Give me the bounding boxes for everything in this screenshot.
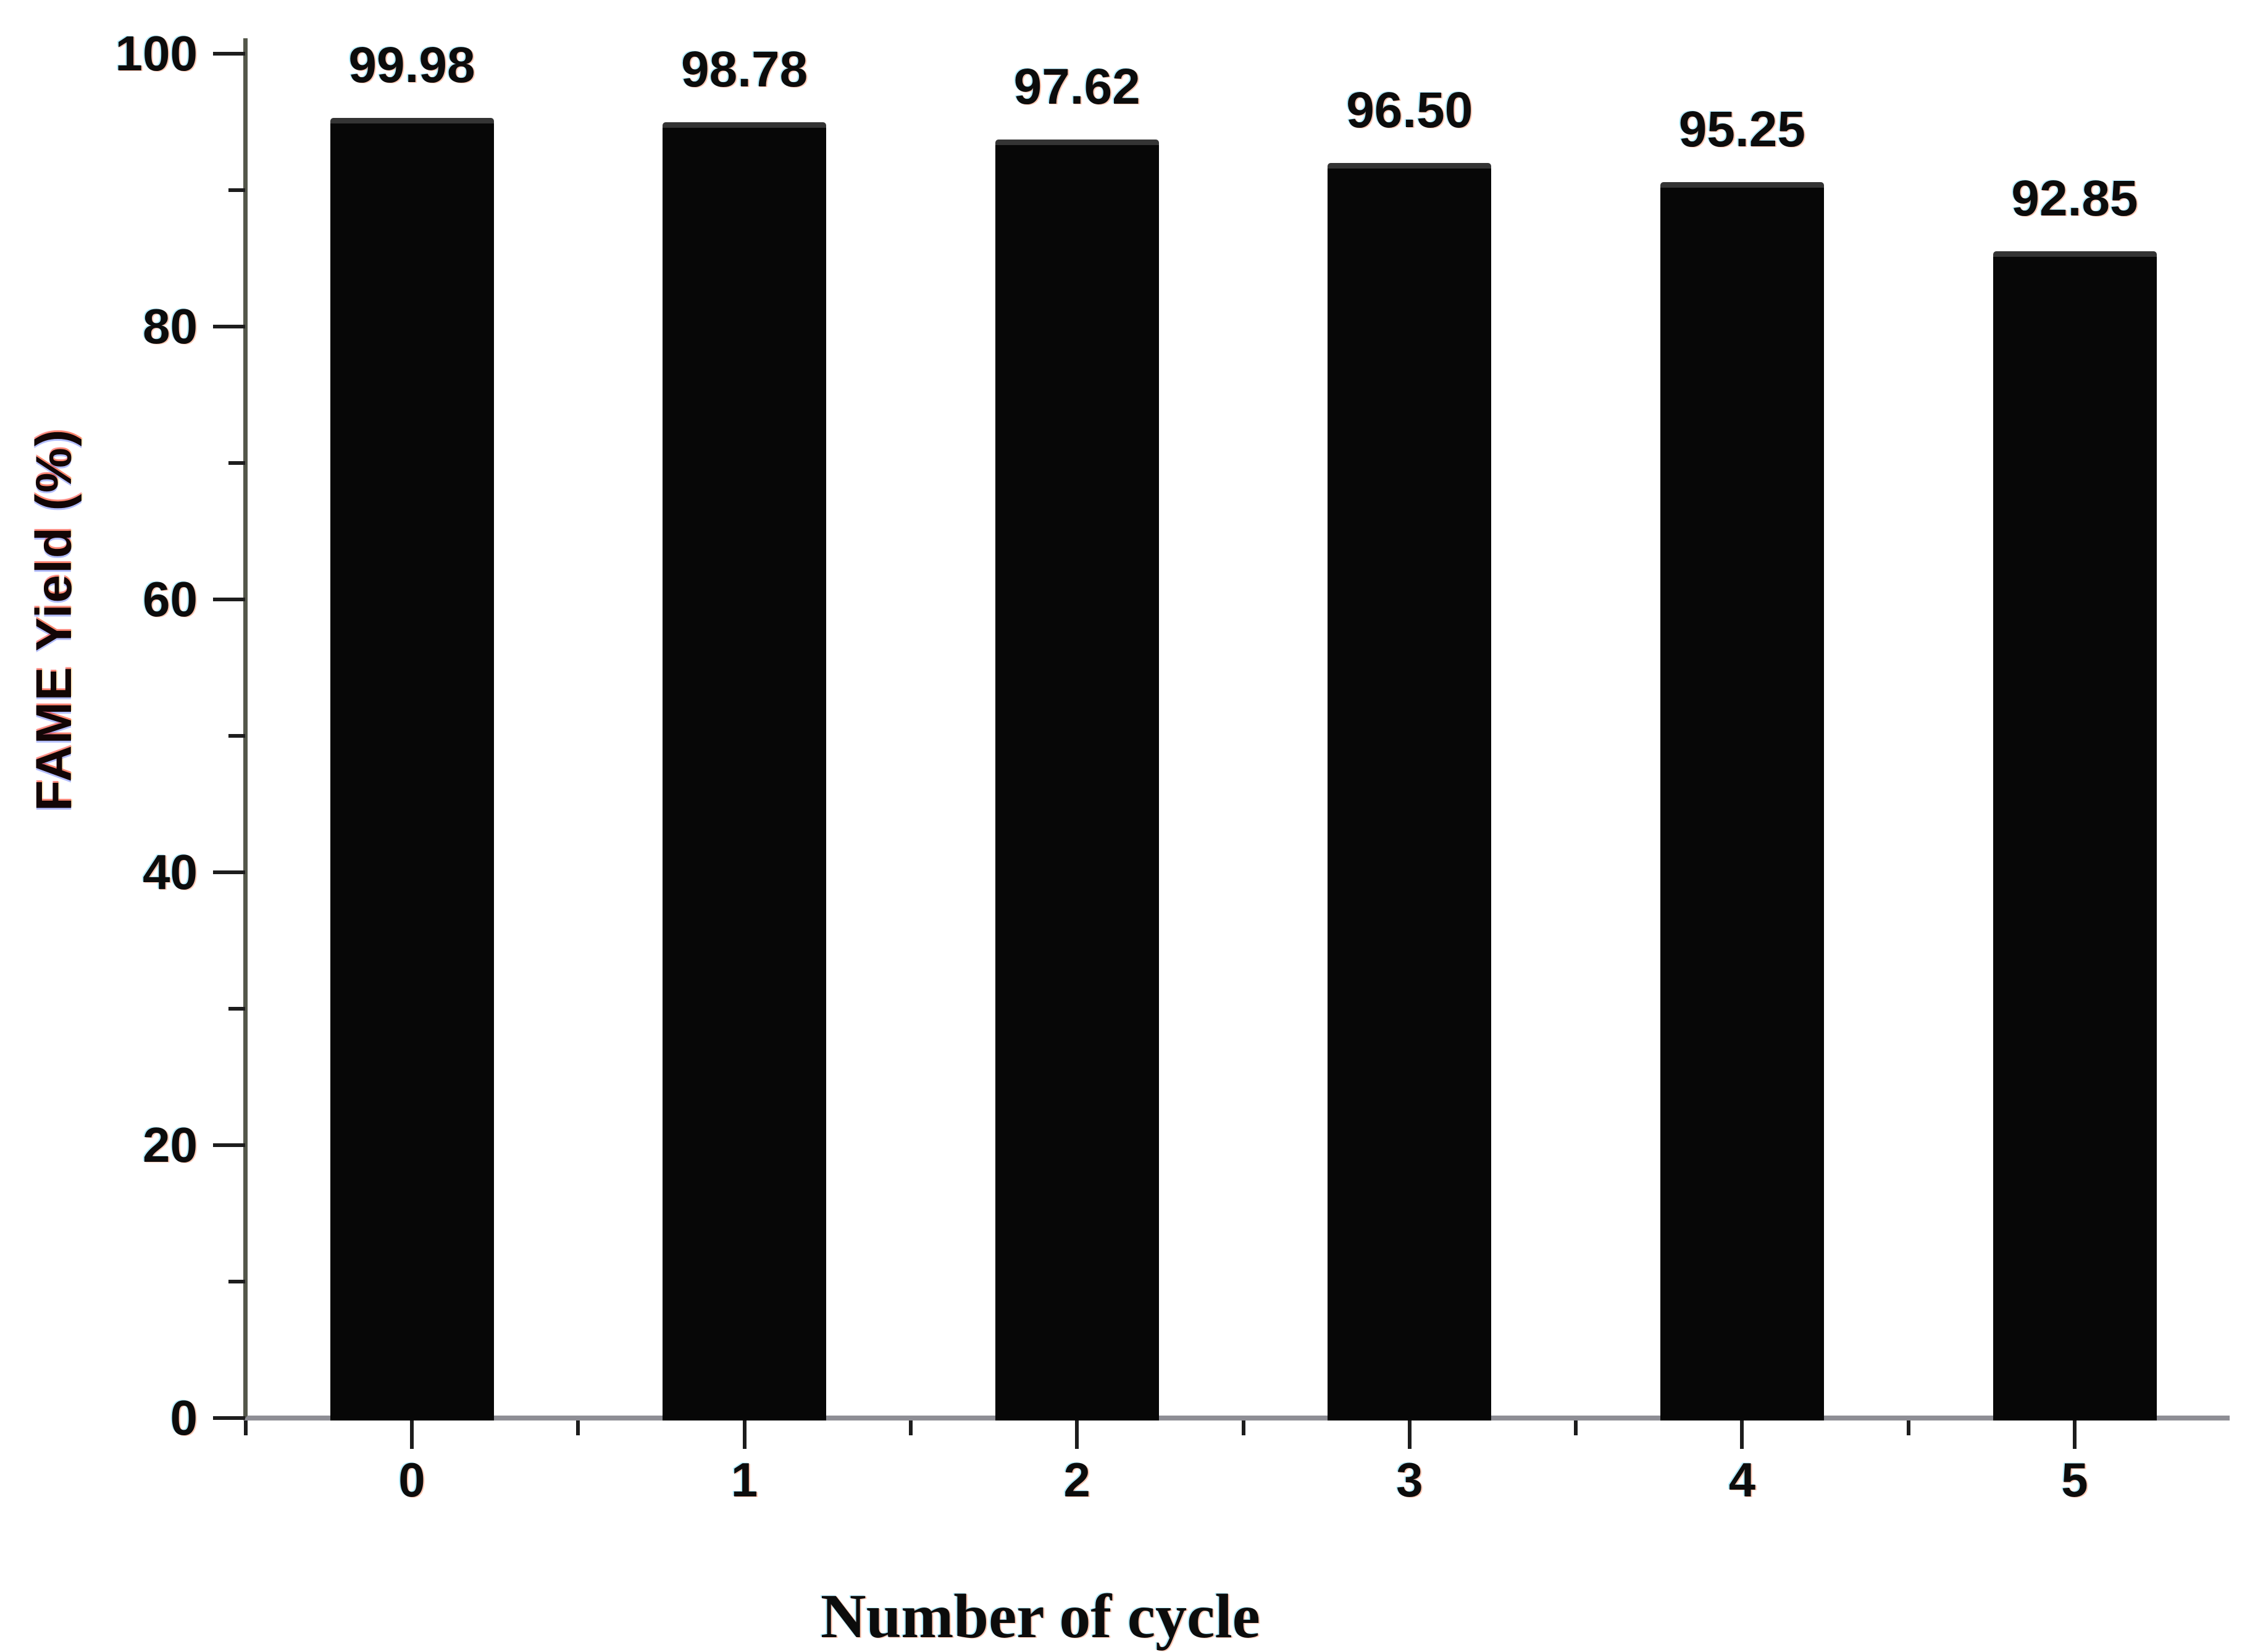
x-axis-major-tick: [2073, 1420, 2077, 1449]
y-axis-major-tick: [213, 1143, 245, 1147]
y-axis-tick-label: 40: [143, 845, 198, 899]
bar: [330, 117, 494, 1420]
bar: [1993, 251, 2157, 1420]
y-axis-major-tick: [213, 598, 245, 601]
bar-value-label: 95.25: [1678, 101, 1805, 157]
bar-value-label: 99.98: [348, 36, 475, 93]
plot-area: [243, 38, 2230, 1420]
y-axis-minor-tick: [228, 1280, 245, 1283]
y-axis-minor-tick: [228, 734, 245, 738]
x-axis-major-tick: [1407, 1420, 1412, 1449]
y-axis-major-tick: [213, 870, 245, 874]
y-axis-major-tick: [213, 1416, 245, 1420]
x-axis-minor-tick: [1906, 1420, 1910, 1435]
bar: [1660, 181, 1824, 1420]
x-axis-tick-label: 4: [1728, 1453, 1756, 1507]
y-axis-tick-label: 80: [143, 299, 198, 354]
x-axis-tick-label: 0: [398, 1453, 425, 1507]
x-axis-minor-tick: [243, 1420, 248, 1435]
x-axis-major-tick: [410, 1420, 414, 1449]
bar: [663, 122, 827, 1420]
bar-value-label: 97.62: [1013, 59, 1140, 115]
x-axis-minor-tick: [576, 1420, 580, 1435]
y-axis-tick-label: 0: [170, 1390, 198, 1445]
y-axis-tick-label: 60: [143, 572, 198, 627]
bar-value-label: 92.85: [2011, 170, 2138, 227]
x-axis-title: Number of cycle: [821, 1582, 1260, 1651]
y-axis-major-tick: [213, 52, 245, 56]
bar: [995, 140, 1159, 1420]
y-axis-minor-tick: [228, 1007, 245, 1011]
x-axis-minor-tick: [908, 1420, 913, 1435]
x-axis-minor-tick: [1241, 1420, 1245, 1435]
x-axis-tick-label: 5: [2061, 1453, 2088, 1507]
y-axis-minor-tick: [228, 461, 245, 465]
x-axis-tick-label: 2: [1063, 1453, 1090, 1507]
y-axis-tick-label: 100: [115, 26, 198, 81]
x-axis-major-tick: [1740, 1420, 1744, 1449]
x-axis-tick-label: 1: [730, 1453, 758, 1507]
y-axis-minor-tick: [228, 188, 245, 192]
x-axis-tick-label: 3: [1396, 1453, 1423, 1507]
x-axis-major-tick: [1075, 1420, 1079, 1449]
bar-value-label: 98.78: [680, 41, 808, 98]
y-axis-major-tick: [213, 325, 245, 328]
bar: [1328, 162, 1492, 1420]
bar-value-label: 96.50: [1346, 81, 1473, 138]
y-axis-tick-label: 20: [143, 1117, 198, 1172]
x-axis-minor-tick: [1574, 1420, 1578, 1435]
x-axis-major-tick: [742, 1420, 747, 1449]
